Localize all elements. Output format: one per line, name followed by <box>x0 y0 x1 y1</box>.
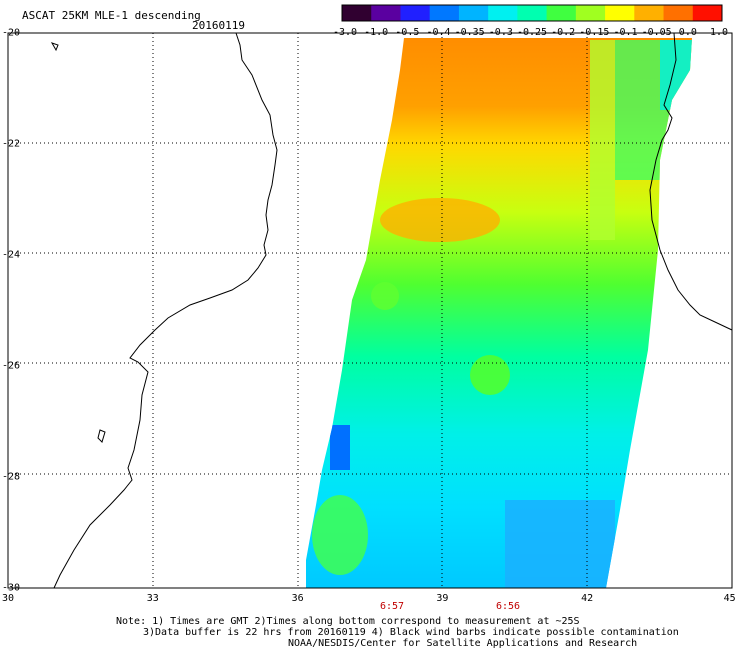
map-date: 20160119 <box>192 19 245 32</box>
colorbar-swatch <box>634 5 665 21</box>
colorbar-swatch <box>488 5 518 21</box>
colorbar-tick-label: -0.3 <box>488 27 513 38</box>
swath-field <box>306 38 692 588</box>
latitude-tick-label: -20 <box>2 27 21 39</box>
colorbar-tick-label: -0.2 <box>551 27 576 38</box>
map-title: ASCAT 25KM MLE-1 descending <box>22 9 201 22</box>
longitude-tick-label: 45 <box>723 593 736 604</box>
latitude-tick-label: -30 <box>2 582 21 594</box>
colorbar-swatch <box>458 5 489 21</box>
longitude-tick-label: 33 <box>146 593 159 604</box>
colorbar-swatch <box>605 5 635 21</box>
colorbar-tick-label: 0.0 <box>678 27 697 38</box>
colorbar-swatch <box>429 5 460 21</box>
colorbar-swatch <box>342 5 372 21</box>
note-line-3: NOAA/NESDIS/Center for Satellite Applica… <box>288 638 638 649</box>
colorbar-tick-label: -0.35 <box>454 27 485 38</box>
colorbar-tick-label: -0.4 <box>426 27 451 38</box>
longitude-tick-label: 42 <box>581 593 594 604</box>
lake-outline <box>97 429 106 443</box>
colorbar-swatch <box>400 5 431 21</box>
colorbar-tick-label: -3.0 <box>332 27 358 38</box>
colorbar-tick-label: -1.0 <box>364 27 389 38</box>
latitude-tick-label: -26 <box>2 360 21 372</box>
colorbar-swatch <box>546 5 577 21</box>
colorbar-tick-label: 1.0 <box>709 27 729 38</box>
colorbar-border <box>341 4 723 22</box>
time-label-2: 6:56 <box>495 601 521 612</box>
colorbar-swatch <box>692 5 723 21</box>
colorbar-tick-label: -0.25 <box>516 27 548 38</box>
latitude-tick-label: -22 <box>2 138 21 150</box>
colorbar <box>341 4 723 22</box>
longitude-tick-label: 36 <box>291 593 304 604</box>
colorbar-swatch <box>371 5 401 21</box>
time-label-1: 6:57 <box>379 601 405 612</box>
colorbar-tick-label: -0.1 <box>613 27 638 38</box>
map-frame <box>7 32 733 589</box>
latitude-tick-label: -28 <box>2 471 21 483</box>
colorbar-tick-label: -0.05 <box>641 27 672 38</box>
island-outline <box>50 42 59 52</box>
madagascar-coastline <box>649 32 733 331</box>
africa-coastline <box>53 32 278 589</box>
longitude-tick-label: 39 <box>436 593 449 604</box>
colorbar-tick-label: -0.5 <box>395 27 420 38</box>
colorbar-swatch <box>663 5 694 21</box>
note-line-2: 3)Data buffer is 22 hrs from 20160119 4)… <box>143 627 679 638</box>
colorbar-swatch <box>575 5 606 21</box>
latitude-tick-label: -24 <box>2 249 21 261</box>
note-line-1: Note: 1) Times are GMT 2)Times along bot… <box>116 616 580 627</box>
colorbar-swatch <box>517 5 548 21</box>
colorbar-tick-label: -0.15 <box>579 27 610 38</box>
graticule <box>8 33 732 588</box>
longitude-tick-label: 30 <box>1 593 15 604</box>
